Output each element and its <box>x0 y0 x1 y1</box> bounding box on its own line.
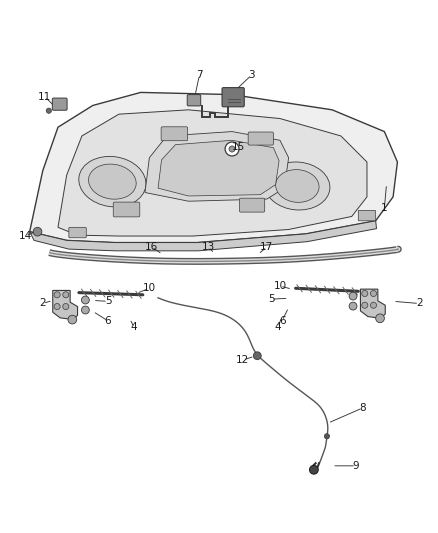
Circle shape <box>54 303 60 310</box>
Circle shape <box>349 302 357 310</box>
Ellipse shape <box>88 164 136 199</box>
Text: 3: 3 <box>248 70 255 80</box>
FancyBboxPatch shape <box>52 98 67 110</box>
Text: 9: 9 <box>353 461 360 471</box>
Text: 11: 11 <box>38 92 52 102</box>
Text: 4: 4 <box>275 322 281 333</box>
Circle shape <box>253 352 261 360</box>
Polygon shape <box>30 221 377 251</box>
Text: 7: 7 <box>196 70 203 80</box>
Circle shape <box>46 108 51 114</box>
Text: 17: 17 <box>260 242 273 252</box>
Text: 8: 8 <box>359 403 366 413</box>
FancyBboxPatch shape <box>113 202 140 217</box>
Text: 1: 1 <box>381 203 388 213</box>
FancyBboxPatch shape <box>187 94 201 106</box>
FancyBboxPatch shape <box>69 228 86 238</box>
FancyBboxPatch shape <box>248 132 273 145</box>
Circle shape <box>229 146 235 152</box>
Text: 4: 4 <box>131 322 138 333</box>
FancyBboxPatch shape <box>161 127 187 141</box>
FancyBboxPatch shape <box>222 87 244 107</box>
Ellipse shape <box>276 169 319 203</box>
Circle shape <box>310 465 318 474</box>
Text: 10: 10 <box>143 283 156 293</box>
Circle shape <box>68 315 77 324</box>
Circle shape <box>225 142 239 156</box>
Circle shape <box>371 290 377 296</box>
Polygon shape <box>145 132 289 201</box>
Circle shape <box>324 434 329 439</box>
Polygon shape <box>360 289 385 318</box>
Ellipse shape <box>79 156 146 207</box>
Circle shape <box>362 302 368 308</box>
Circle shape <box>63 292 69 298</box>
Text: 10: 10 <box>273 281 286 291</box>
Circle shape <box>63 303 69 310</box>
Text: 6: 6 <box>105 316 111 326</box>
Polygon shape <box>53 290 78 320</box>
Ellipse shape <box>265 162 330 210</box>
Text: 5: 5 <box>105 296 111 306</box>
Text: 5: 5 <box>268 294 275 304</box>
Polygon shape <box>158 140 279 196</box>
Text: 12: 12 <box>237 355 250 365</box>
Circle shape <box>54 292 60 298</box>
Circle shape <box>81 306 89 314</box>
Text: 13: 13 <box>201 242 215 252</box>
Text: 14: 14 <box>19 231 32 241</box>
FancyBboxPatch shape <box>240 198 265 212</box>
Text: 15: 15 <box>232 142 245 152</box>
Circle shape <box>33 228 42 236</box>
Text: 16: 16 <box>145 242 158 252</box>
Circle shape <box>349 292 357 300</box>
Text: 2: 2 <box>416 298 423 309</box>
FancyBboxPatch shape <box>358 211 376 221</box>
Polygon shape <box>58 110 367 236</box>
Circle shape <box>376 314 385 322</box>
Polygon shape <box>30 92 397 243</box>
Circle shape <box>81 296 89 304</box>
Text: 2: 2 <box>39 298 46 309</box>
Circle shape <box>371 302 377 308</box>
Text: 6: 6 <box>279 316 286 326</box>
Circle shape <box>362 290 368 296</box>
